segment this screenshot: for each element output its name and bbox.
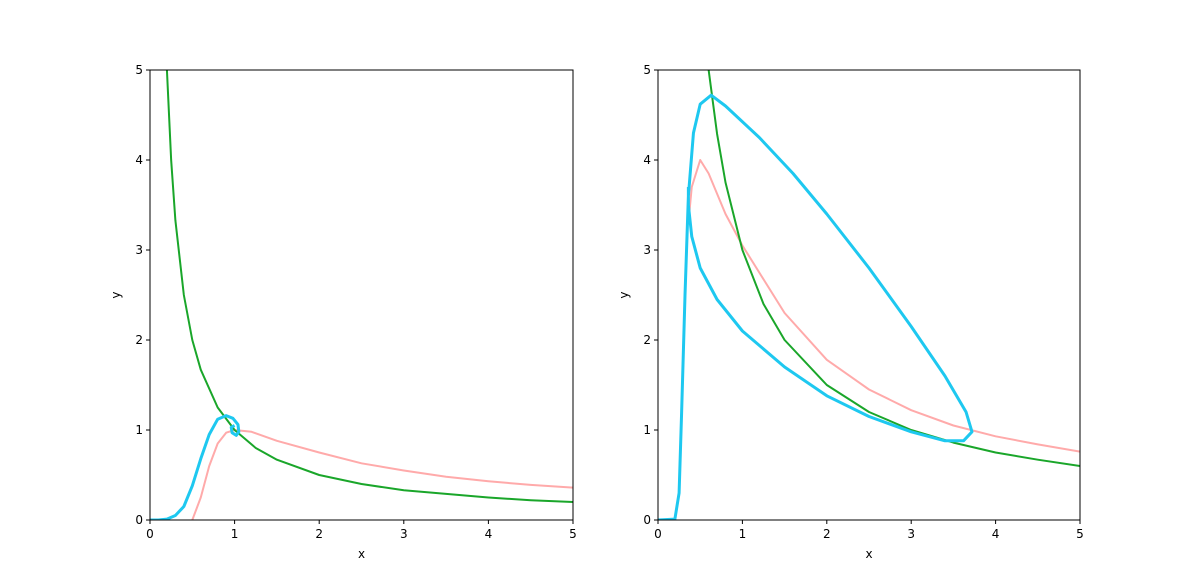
- y-tick-label: 0: [643, 513, 651, 527]
- y-tick-label: 5: [135, 63, 143, 77]
- plot-area: [150, 70, 573, 520]
- line: [658, 93, 974, 520]
- y-tick-label: 3: [135, 243, 143, 257]
- y-tick-label: 2: [135, 333, 143, 347]
- y-tick-label: 5: [643, 63, 651, 77]
- y-tick-label: 0: [135, 513, 143, 527]
- y-axis-label: y: [617, 291, 631, 298]
- y-tick-label: 1: [643, 423, 651, 437]
- line: [150, 414, 241, 520]
- axes-frame: [657, 69, 1081, 521]
- y-tick-label: 1: [135, 423, 143, 437]
- x-tick-label: 4: [992, 527, 1000, 541]
- x-tick-label: 1: [231, 527, 239, 541]
- x-axis-label: x: [358, 547, 365, 561]
- x-tick-label: 2: [823, 527, 831, 541]
- y-axis-label: y: [109, 291, 123, 298]
- y-tick-label: 2: [643, 333, 651, 347]
- x-tick-label: 5: [1076, 527, 1084, 541]
- x-tick-label: 5: [569, 527, 577, 541]
- x-tick-label: 0: [654, 527, 662, 541]
- y-tick-label: 3: [643, 243, 651, 257]
- x-tick-label: 3: [400, 527, 408, 541]
- x-tick-label: 2: [315, 527, 323, 541]
- x-tick-label: 1: [739, 527, 747, 541]
- line: [165, 70, 573, 503]
- line: [707, 70, 1080, 467]
- line: [191, 429, 573, 520]
- x-tick-label: 0: [146, 527, 154, 541]
- axes-frame: [149, 69, 574, 521]
- y-tick-label: 4: [135, 153, 143, 167]
- x-axis-label: x: [865, 547, 872, 561]
- y-tick-label: 4: [643, 153, 651, 167]
- x-tick-label: 3: [907, 527, 915, 541]
- plot-area: [658, 70, 1080, 520]
- x-tick-label: 4: [485, 527, 493, 541]
- line: [687, 159, 1080, 453]
